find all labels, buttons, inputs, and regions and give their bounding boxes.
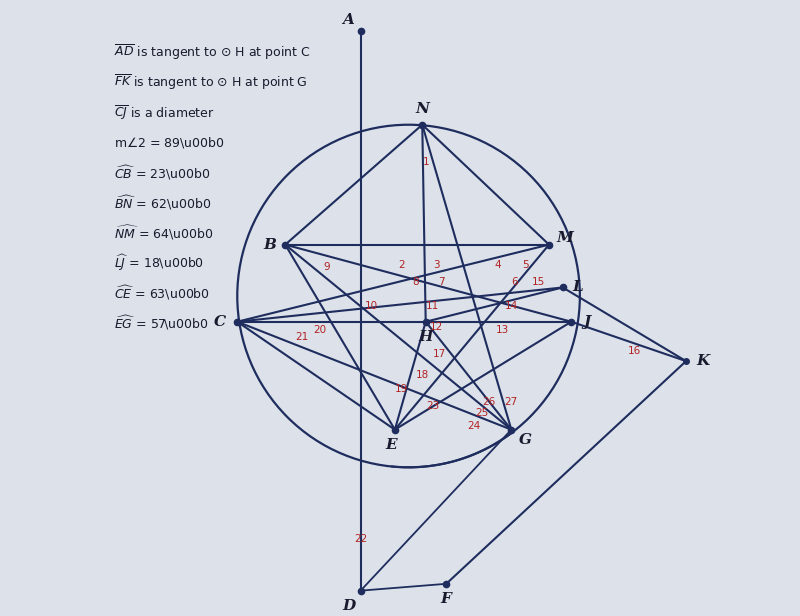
Text: 20: 20 [313,325,326,335]
Text: 24: 24 [467,421,480,431]
Text: G: G [518,433,531,447]
Text: 15: 15 [532,277,546,287]
Text: 21: 21 [296,332,309,342]
Text: 18: 18 [416,370,429,380]
Text: 4: 4 [494,260,501,270]
Text: 25: 25 [475,408,489,418]
Text: 2: 2 [398,260,405,270]
Text: 22: 22 [354,534,367,545]
Text: 11: 11 [426,301,439,311]
Text: 3: 3 [433,260,439,270]
Text: A: A [342,13,354,27]
Text: 27: 27 [505,397,518,407]
Text: 9: 9 [323,262,330,272]
Text: 8: 8 [412,277,418,287]
Text: $\widehat{CB}$ = 23\u00b0: $\widehat{CB}$ = 23\u00b0 [114,164,210,182]
Text: $\widehat{NM}$ = 64\u00b0: $\widehat{NM}$ = 64\u00b0 [114,224,214,241]
Text: H: H [418,330,433,344]
Text: C: C [214,315,226,329]
Text: J: J [583,315,590,329]
Text: B: B [263,238,276,251]
Text: 26: 26 [482,397,496,407]
Text: $\overline{FK}$ is tangent to ⊙ H at point G: $\overline{FK}$ is tangent to ⊙ H at poi… [114,73,307,92]
Text: 19: 19 [395,384,408,394]
Text: N: N [415,102,430,116]
Text: $\overline{AD}$ is tangent to ⊙ H at point C: $\overline{AD}$ is tangent to ⊙ H at poi… [114,43,310,62]
Text: 12: 12 [430,322,442,332]
Text: M: M [556,231,573,245]
Text: 16: 16 [628,346,642,356]
Text: D: D [342,599,355,613]
Text: E: E [386,438,398,452]
Text: $\widehat{BN}$ = 62\u00b0: $\widehat{BN}$ = 62\u00b0 [114,193,211,212]
Text: $\widehat{CE}$ = 63\u00b0: $\widehat{CE}$ = 63\u00b0 [114,283,210,302]
Text: 6: 6 [511,277,518,287]
Text: K: K [697,354,710,368]
Text: 17: 17 [433,349,446,359]
Text: 1: 1 [422,158,429,168]
Text: L: L [573,280,583,294]
Text: m$\angle$2 = 89\u00b0: m$\angle$2 = 89\u00b0 [114,135,224,150]
Text: 5: 5 [522,260,528,270]
Text: 14: 14 [505,301,518,311]
Text: 13: 13 [496,325,510,335]
Text: $\overline{CJ}$ is a diameter: $\overline{CJ}$ is a diameter [114,103,214,122]
Text: 7: 7 [438,277,445,287]
Text: 10: 10 [364,301,378,311]
Text: $\widehat{LJ}$ = 18\u00b0: $\widehat{LJ}$ = 18\u00b0 [114,253,204,273]
Text: $\widehat{EG}$ = 57\u00b0: $\widehat{EG}$ = 57\u00b0 [114,314,208,331]
Text: F: F [441,592,452,606]
Text: 23: 23 [426,400,439,411]
